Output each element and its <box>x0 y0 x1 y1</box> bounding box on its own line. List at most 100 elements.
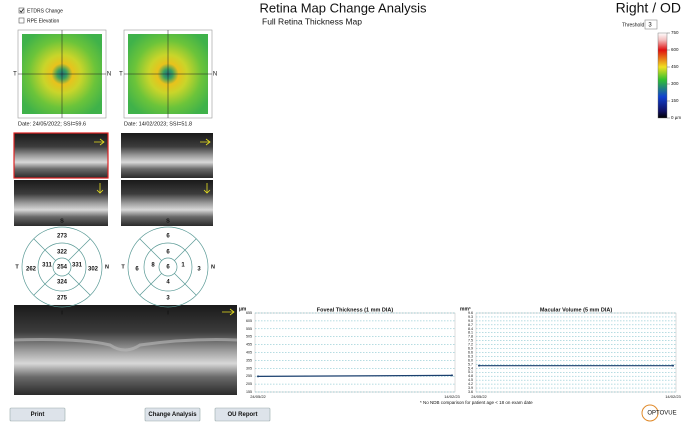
y-tick-label: 3.9 <box>468 386 473 390</box>
etdrs-value: 262 <box>26 267 37 273</box>
chart-title: Macular Volume (5 mm DIA) <box>540 307 612 313</box>
etdrs-ring <box>21 226 103 308</box>
y-tick-label: 205 <box>246 382 252 386</box>
y-tick-label: 8.4 <box>468 327 473 331</box>
button-label[interactable]: Change Analysis <box>148 412 197 418</box>
y-tick-label: 4.2 <box>468 382 473 386</box>
y-tick-label: 9.6 <box>468 311 473 315</box>
y-tick-label: 6.6 <box>468 350 473 354</box>
y-tick-label: 505 <box>246 335 252 339</box>
footnote: * No NDB comparison for patient age < 18… <box>420 400 533 405</box>
etdrs-orientation: I <box>61 310 63 316</box>
checkmark[interactable] <box>19 8 24 13</box>
y-tick-label: 8.7 <box>468 323 473 327</box>
y-tick-label: 405 <box>246 350 252 354</box>
oct-scans <box>13 132 238 395</box>
x-tick-label: 24/05/22 <box>250 394 266 399</box>
map-side-label: T <box>13 72 17 78</box>
x-tick-label: 14/02/23 <box>444 394 460 399</box>
color-scale-label: 300 <box>671 81 679 86</box>
oct-scan <box>14 180 108 226</box>
etdrs-value: 331 <box>72 263 83 269</box>
subtitle: Full Retina Thickness Map <box>262 16 362 26</box>
threshold-label: Threshold <box>622 22 644 28</box>
scan-date: Date: 14/02/2023; SSI=51.8 <box>124 121 192 127</box>
etdrs-ring <box>37 242 87 292</box>
button-label[interactable]: OU Report <box>228 412 258 418</box>
data-line <box>257 374 453 377</box>
y-tick-label: 6.0 <box>468 358 473 362</box>
y-axis-label: µm <box>239 306 247 312</box>
etdrs-value: 273 <box>57 234 68 240</box>
x-tick-label: 24/05/22 <box>471 394 487 399</box>
etdrs-value: 302 <box>88 267 99 273</box>
etdrs-orientation: N <box>211 264 215 270</box>
etdrs-divider <box>33 273 56 296</box>
etdrs-divider <box>174 273 197 296</box>
y-axis-label: mm³ <box>460 306 471 312</box>
data-point <box>672 364 674 367</box>
logo-mark <box>641 404 659 422</box>
etdrs-divider <box>68 238 91 261</box>
etdrs-value: 3 <box>197 267 201 273</box>
etdrs-divider <box>33 238 56 261</box>
button[interactable] <box>144 407 201 422</box>
y-tick-label: 555 <box>246 327 252 331</box>
logo: OPTOVUE <box>647 411 676 417</box>
map-side-label: N <box>213 72 217 78</box>
button[interactable] <box>9 407 66 422</box>
y-tick-label: 7.5 <box>468 339 473 343</box>
y-tick-label: 8.1 <box>468 331 473 335</box>
y-tick-label: 6.3 <box>468 354 473 358</box>
oct-scan <box>121 180 213 226</box>
crosshair <box>124 30 212 118</box>
scan-arrows <box>94 138 235 316</box>
y-tick-label: 9.3 <box>468 315 473 319</box>
map-side-label: N <box>107 72 111 78</box>
color-scale-label: 0 µm <box>671 115 681 120</box>
y-tick-label: 9.0 <box>468 319 473 323</box>
etdrs-value: 3 <box>166 296 170 302</box>
threshold-value[interactable]: 3 <box>648 23 652 29</box>
etdrs-divider <box>174 238 197 261</box>
etdrs-orientation: I <box>167 310 169 316</box>
y-tick-label: 3.6 <box>468 390 473 394</box>
y-tick-label: 7.2 <box>468 343 473 347</box>
etdrs-value: 254 <box>57 265 68 271</box>
etdrs-value: 6 <box>166 265 170 271</box>
etdrs-value: 6 <box>166 250 170 256</box>
etdrs-ring <box>127 226 209 308</box>
y-tick-label: 355 <box>246 358 252 362</box>
etdrs-ring <box>143 242 193 292</box>
checkbox[interactable] <box>18 17 25 24</box>
etdrs-value: 6 <box>135 267 139 273</box>
etdrs-value: 8 <box>151 263 155 269</box>
y-tick-label: 4.8 <box>468 374 473 378</box>
color-scale-label: 750 <box>671 30 679 35</box>
etdrs-ring <box>158 257 178 277</box>
y-tick-label: 5.7 <box>468 362 473 366</box>
etdrs-value: 4 <box>166 280 170 286</box>
y-tick-label: 305 <box>246 366 252 370</box>
etdrs-value: 311 <box>42 263 52 269</box>
checkbox[interactable] <box>18 7 25 14</box>
etdrs-divider <box>139 273 162 296</box>
y-tick-label: 4.5 <box>468 378 473 382</box>
color-scale <box>657 32 668 119</box>
threshold-spinner[interactable] <box>644 19 658 30</box>
oct-scan <box>13 132 109 179</box>
button-label[interactable]: Print <box>31 412 45 418</box>
map-side-label: T <box>119 72 123 78</box>
x-tick-label: 14/02/23 <box>665 394 681 399</box>
etdrs-value: 322 <box>57 250 68 256</box>
etdrs-orientation: S <box>60 218 64 224</box>
button[interactable] <box>214 407 271 422</box>
chart-title: Foveal Thickness (1 mm DIA) <box>317 307 394 313</box>
color-scale-label: 600 <box>671 47 679 52</box>
checkbox-label[interactable]: RPE Elevation <box>27 18 59 24</box>
checkbox-label[interactable]: ETDRS Change <box>27 8 63 14</box>
y-tick-label: 155 <box>246 390 252 394</box>
y-tick-label: 5.1 <box>468 370 473 374</box>
y-tick-label: 455 <box>246 343 252 347</box>
